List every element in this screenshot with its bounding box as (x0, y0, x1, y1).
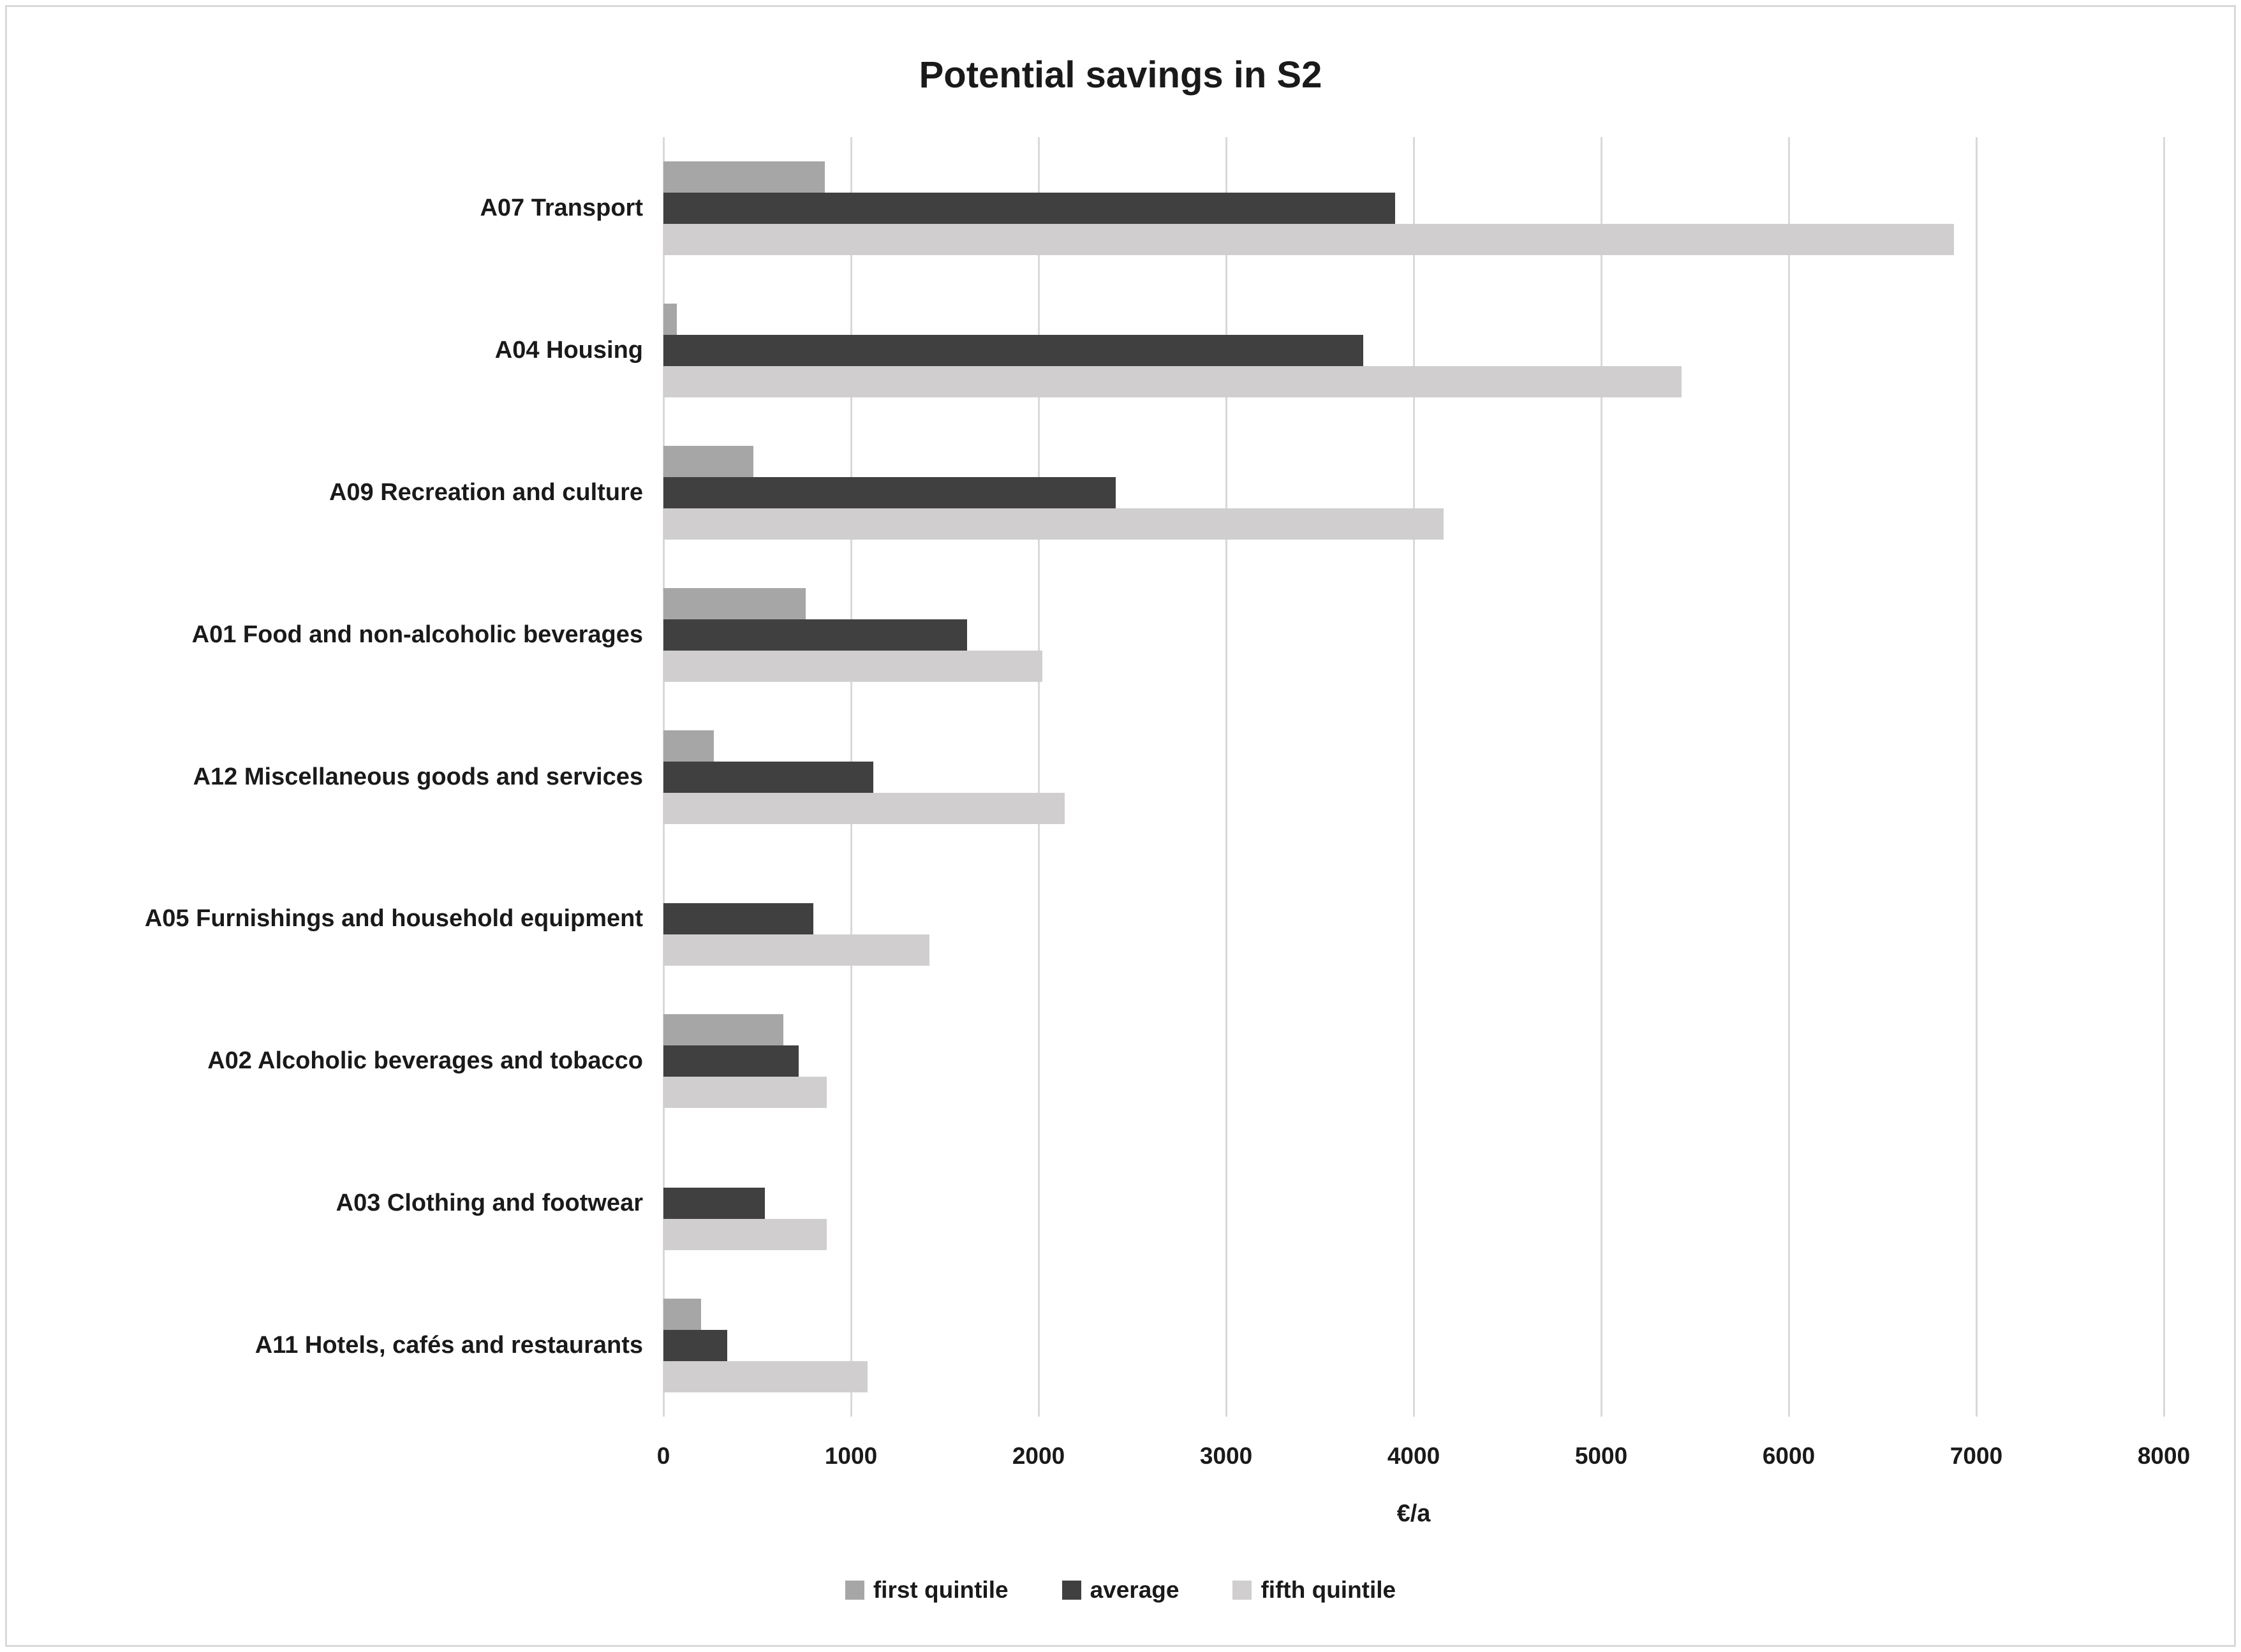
bar-fifth-quintile (663, 934, 930, 966)
legend-swatch-fifth-quintile (1232, 1581, 1252, 1600)
legend: first quintile average fifth quintile (0, 1577, 2241, 1604)
bar-first-quintile (663, 1014, 784, 1046)
category-label: A09 Recreation and culture (329, 478, 643, 506)
bar-first-quintile (663, 303, 677, 335)
gridline-3000 (1225, 137, 1227, 1417)
x-tick-label: 3000 (1199, 1443, 1253, 1469)
bar-fifth-quintile (663, 1361, 868, 1393)
bar-first-quintile (663, 587, 806, 619)
x-axis-title: €/a (1396, 1500, 1431, 1527)
legend-item-fifth-quintile: fifth quintile (1232, 1577, 1396, 1604)
legend-item-first-quintile: first quintile (845, 1577, 1009, 1604)
x-tick-label: 1000 (824, 1443, 878, 1469)
category-label: A12 Miscellaneous goods and services (193, 763, 643, 790)
bar-fifth-quintile (663, 223, 1954, 255)
x-tick-label: 6000 (1762, 1443, 1816, 1469)
bar-average (663, 334, 1363, 366)
legend-item-average: average (1061, 1577, 1180, 1604)
x-tick-label: 8000 (2137, 1443, 2191, 1469)
bar-fifth-quintile (663, 650, 1042, 682)
legend-label: average (1090, 1577, 1180, 1603)
plot-area (663, 137, 2165, 1417)
bar-average (663, 1330, 727, 1362)
bar-average (663, 1045, 799, 1077)
bar-fifth-quintile (663, 1077, 827, 1109)
gridline-7000 (1976, 137, 1978, 1417)
gridline-4000 (1413, 137, 1415, 1417)
gridline-6000 (1788, 137, 1790, 1417)
gridline-5000 (1601, 137, 1602, 1417)
x-axis-ticks: 0 1000 2000 3000 4000 5000 6000 7000 8000 (657, 1443, 2190, 1481)
bar-first-quintile (663, 1299, 701, 1331)
bar-average (663, 761, 874, 793)
category-label: A03 Clothing and footwear (336, 1190, 643, 1217)
category-label: A01 Food and non-alcoholic beverages (191, 621, 643, 648)
category-label: A04 Housing (494, 336, 643, 364)
bar-fifth-quintile (663, 508, 1444, 540)
bar-average (663, 1188, 765, 1220)
x-tick-label: 0 (656, 1443, 670, 1469)
x-tick-label: 5000 (1574, 1443, 1628, 1469)
bar-average (663, 192, 1395, 224)
legend-label: fifth quintile (1261, 1577, 1396, 1603)
bar-fifth-quintile (663, 792, 1065, 824)
bar-first-quintile (663, 445, 754, 477)
category-labels: A07 Transport A04 Housing A09 Recreation a… (0, 137, 643, 1417)
x-tick-label: 2000 (1012, 1443, 1065, 1469)
x-tick-label: 7000 (1949, 1443, 2003, 1469)
legend-label: first quintile (873, 1577, 1009, 1603)
chart-title: Potential savings in S2 (919, 54, 1322, 96)
category-label: A02 Alcoholic beverages and tobacco (207, 1047, 643, 1075)
gridline-2000 (1038, 137, 1040, 1417)
category-label: A07 Transport (480, 195, 643, 221)
gridline-8000 (2163, 137, 2165, 1417)
bar-first-quintile (663, 161, 825, 193)
bar-first-quintile (663, 730, 714, 762)
bar-fifth-quintile (663, 1219, 827, 1251)
legend-swatch-first-quintile (845, 1581, 864, 1600)
category-label: A11 Hotels, cafés and restaurants (255, 1332, 643, 1359)
bar-average (663, 476, 1116, 508)
bar-average (663, 903, 814, 935)
bar-average (663, 619, 968, 651)
legend-swatch-average (1061, 1581, 1081, 1600)
bar-fifth-quintile (663, 365, 1682, 397)
x-tick-label: 4000 (1387, 1443, 1440, 1469)
category-label: A05 Furnishings and household equipment (144, 905, 643, 933)
